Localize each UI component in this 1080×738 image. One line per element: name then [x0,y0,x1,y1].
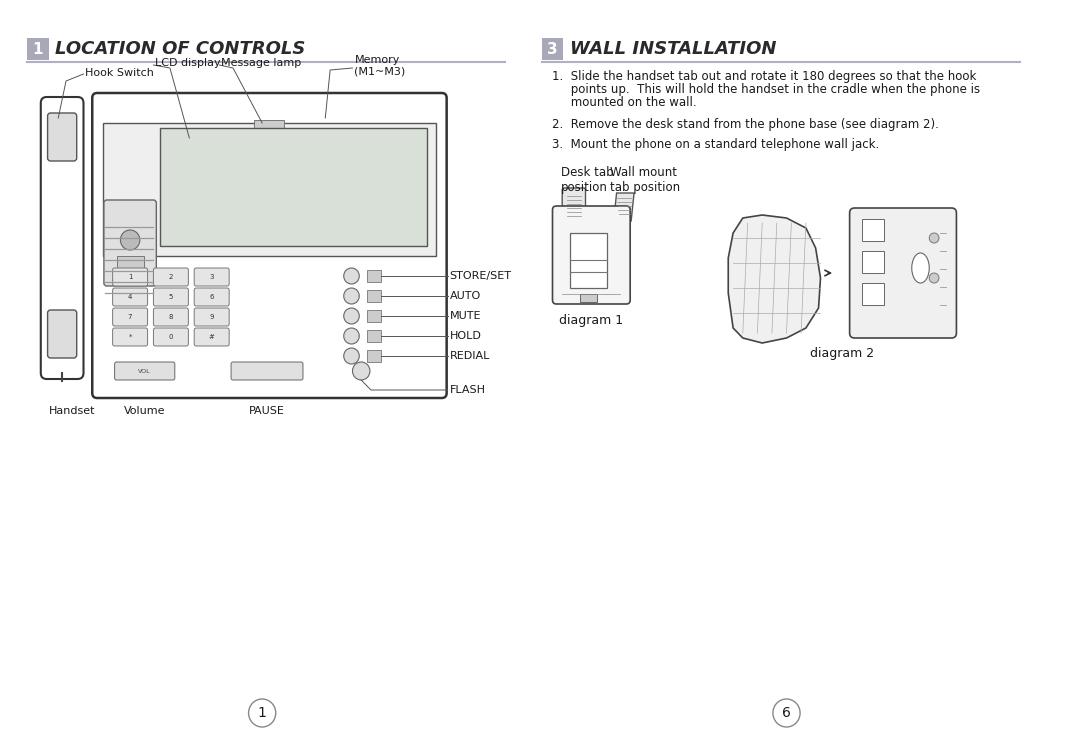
Bar [367,290,380,302]
FancyBboxPatch shape [41,97,83,379]
Bar [367,330,380,342]
FancyBboxPatch shape [153,308,188,326]
Text: 0: 0 [168,334,173,340]
Polygon shape [613,193,634,221]
Circle shape [929,233,939,243]
Text: 2: 2 [168,274,173,280]
Text: mounted on the wall.: mounted on the wall. [552,96,697,109]
Bar [862,251,883,273]
Text: STORE/SET: STORE/SET [449,271,512,281]
FancyBboxPatch shape [112,268,148,286]
Text: MUTE: MUTE [449,311,481,321]
Text: 3.  Mount the phone on a standard telephone wall jack.: 3. Mount the phone on a standard telepho… [552,138,879,151]
Text: 1: 1 [258,706,267,720]
FancyBboxPatch shape [850,208,957,338]
Circle shape [120,230,139,250]
FancyBboxPatch shape [153,328,188,346]
Bar [542,38,563,60]
Text: LOCATION OF CONTROLS: LOCATION OF CONTROLS [55,40,306,58]
FancyBboxPatch shape [48,310,77,358]
Text: 1: 1 [127,274,133,280]
Circle shape [343,308,360,324]
Text: Hook Switch: Hook Switch [85,68,154,78]
Text: PAUSE: PAUSE [249,406,285,416]
FancyBboxPatch shape [553,206,630,304]
Text: HOLD: HOLD [449,331,482,341]
FancyBboxPatch shape [92,93,447,398]
Text: Message lamp: Message lamp [221,58,301,68]
Text: points up.  This will hold the handset in the cradle when the phone is: points up. This will hold the handset in… [552,83,980,96]
Bar [255,120,284,128]
Bar [367,310,380,322]
Bar [862,283,883,305]
Bar [160,128,428,246]
FancyBboxPatch shape [112,328,148,346]
Bar [367,270,380,282]
FancyBboxPatch shape [194,308,229,326]
FancyBboxPatch shape [153,288,188,306]
Bar [117,256,144,270]
Circle shape [352,362,370,380]
Text: 2.  Remove the desk stand from the phone base (see diagram 2).: 2. Remove the desk stand from the phone … [552,118,939,131]
Text: 1: 1 [32,41,43,57]
Text: 6: 6 [210,294,214,300]
Bar [27,38,49,60]
FancyBboxPatch shape [563,188,585,224]
Text: diagram 1: diagram 1 [559,314,623,327]
FancyBboxPatch shape [153,268,188,286]
Text: 6: 6 [782,706,791,720]
Text: Memory
(M1~M3): Memory (M1~M3) [354,55,406,77]
Text: diagram 2: diagram 2 [810,347,875,360]
Circle shape [773,699,800,727]
Text: AUTO: AUTO [449,291,481,301]
Circle shape [929,273,939,283]
Bar [862,219,883,241]
FancyBboxPatch shape [194,268,229,286]
Circle shape [343,268,360,284]
FancyBboxPatch shape [104,200,157,286]
FancyBboxPatch shape [112,308,148,326]
Bar [570,233,607,288]
Text: 5: 5 [168,294,173,300]
Bar [580,294,597,302]
Text: 8: 8 [168,314,173,320]
Circle shape [343,328,360,344]
Text: FLASH: FLASH [449,385,486,395]
Text: Volume: Volume [124,406,165,416]
Circle shape [343,288,360,304]
FancyBboxPatch shape [112,288,148,306]
Text: REDIAL: REDIAL [449,351,490,361]
FancyBboxPatch shape [194,328,229,346]
Circle shape [248,699,275,727]
Text: *: * [129,334,132,340]
FancyBboxPatch shape [194,288,229,306]
Text: Wall mount
tab position: Wall mount tab position [610,166,680,194]
Text: #: # [208,334,215,340]
Bar [367,350,380,362]
Ellipse shape [912,253,929,283]
Text: WALL INSTALLATION: WALL INSTALLATION [570,40,777,58]
FancyBboxPatch shape [114,362,175,380]
Text: LCD display: LCD display [156,58,221,68]
Text: Desk tab
position: Desk tab position [562,166,613,194]
Text: Handset: Handset [49,406,95,416]
FancyBboxPatch shape [231,362,303,380]
Polygon shape [728,215,821,343]
Text: 1.  Slide the handset tab out and rotate it 180 degrees so that the hook: 1. Slide the handset tab out and rotate … [552,70,976,83]
Circle shape [343,348,360,364]
Text: 7: 7 [127,314,133,320]
Bar [103,123,436,256]
Text: VOL: VOL [138,368,151,373]
Text: 3: 3 [210,274,214,280]
Text: 3: 3 [548,41,557,57]
Text: 9: 9 [210,314,214,320]
Text: 4: 4 [127,294,133,300]
FancyBboxPatch shape [48,113,77,161]
